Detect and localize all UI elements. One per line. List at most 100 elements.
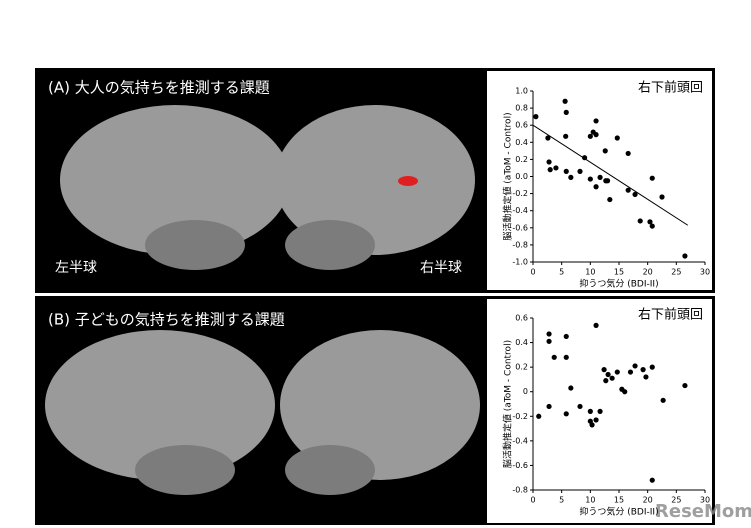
data-point [649,477,655,483]
x-tick-label: 20 [643,496,653,505]
data-point [593,132,599,138]
plot-title: 右下前頭回 [638,307,703,323]
x-tick-label: 5 [559,268,564,277]
data-point [647,219,653,225]
data-point [649,223,655,229]
data-point [568,385,574,391]
data-point [649,175,655,181]
hemisphere-label: 右半球 [420,260,462,276]
data-point [614,135,620,141]
data-point [622,389,628,395]
brain-images [45,105,480,495]
data-point [659,194,665,200]
y-tick-label: -0.4 [512,436,528,445]
plot-title: 右下前頭回 [638,80,703,96]
data-point [587,176,593,182]
y-tick-label: -0.4 [512,206,528,215]
watermark: ReseMom [655,501,751,522]
y-axis-label: 脳活動推定値 (aToM - Control) [502,112,514,240]
data-point [562,98,568,104]
data-point [614,369,620,375]
data-point [563,411,569,417]
data-point [627,369,634,375]
y-tick-label: -0.8 [512,240,528,249]
data-point [605,371,611,378]
y-tick-label: 0.4 [515,338,528,347]
data-point [682,253,688,259]
data-point [593,118,599,124]
y-tick-label: 1.0 [515,87,528,96]
x-tick-label: 30 [700,496,710,505]
data-point [597,174,603,180]
y-tick-label: -0.6 [512,223,528,232]
data-point [563,109,569,115]
data-point [587,133,593,139]
y-tick-label: 0.8 [515,104,528,113]
panel-title: (A) 大人の気持ちを推測する課題 [48,79,270,97]
data-point [593,322,599,328]
data-point [601,367,607,373]
y-tick-label: 0.0 [515,172,528,181]
y-tick-label: -0.6 [512,461,528,470]
y-tick-label: -0.2 [512,412,528,421]
x-tick-label: 0 [530,268,535,277]
data-point [593,417,599,423]
y-tick-label: 0.2 [515,155,528,164]
data-point [625,187,631,193]
data-point [597,408,603,414]
data-point [546,159,552,165]
data-point [589,422,595,428]
data-point [632,191,638,198]
data-point [602,148,608,154]
data-point [604,178,611,184]
trend-line [532,124,689,226]
data-point [607,196,613,203]
x-tick-label: 20 [643,268,653,277]
data-point [545,135,551,141]
data-point [546,338,552,344]
data-point [553,165,559,171]
data-point [536,413,542,419]
y-tick-label: 0.4 [515,138,528,147]
hemisphere-label: 左半球 [55,260,97,276]
data-point [563,168,569,174]
data-point [682,382,688,389]
data-point [643,374,649,380]
data-point [546,403,552,410]
y-axis-label: 脳活動推定値 (aToM - Control) [502,340,514,468]
x-tick-label: 25 [671,268,681,277]
y-tick-label: 0.6 [515,121,528,130]
x-tick-label: 30 [700,268,710,277]
x-tick-label: 25 [671,496,681,505]
data-point [563,333,569,340]
x-tick-label: 10 [585,496,595,505]
data-point [593,184,599,190]
data-point [649,364,655,370]
data-point [632,363,638,369]
plot-a-bg [487,71,712,290]
x-axis-label: 抑うつ気分 (BDI-II) [579,506,658,518]
y-tick-label: 0 [523,387,528,396]
data-point [563,354,569,360]
x-axis-label: 抑うつ気分 (BDI-II) [579,278,658,290]
data-point [637,218,643,224]
data-point [547,167,553,173]
panel-title: (B) 子どもの気持ちを推測する課題 [48,311,285,329]
data-point [603,378,609,384]
y-tick-label: -1.0 [512,258,528,267]
x-tick-label: 5 [559,496,564,505]
data-point [609,375,615,381]
data-point [533,114,539,120]
data-point [625,150,631,157]
data-point [563,133,569,139]
data-point [546,331,552,337]
data-point [640,367,646,373]
data-point [577,168,583,174]
data-point [577,403,583,410]
y-tick-label: 0.6 [515,314,528,323]
y-tick-label: -0.8 [512,486,528,495]
data-point [660,397,666,403]
y-tick-label: -0.2 [512,189,528,198]
y-tick-label: 0.2 [515,363,528,372]
